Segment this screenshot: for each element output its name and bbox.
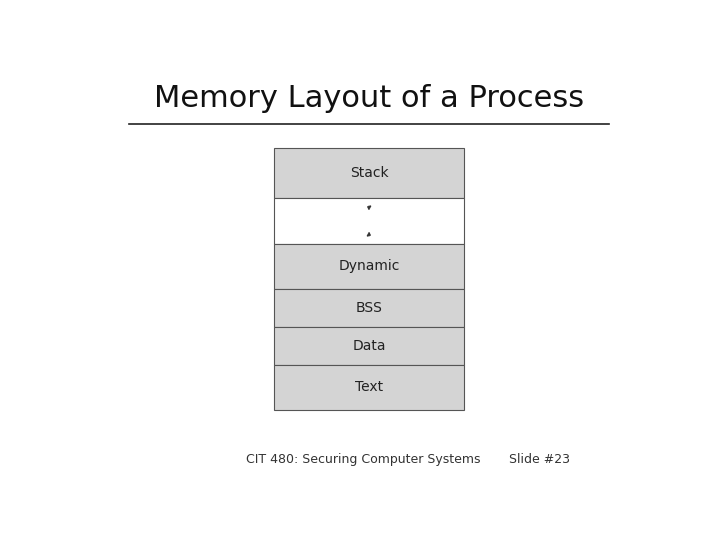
Bar bbox=[274, 198, 464, 244]
Text: Slide #23: Slide #23 bbox=[509, 453, 570, 467]
Bar bbox=[274, 148, 464, 198]
Bar bbox=[274, 364, 464, 410]
Bar bbox=[274, 244, 464, 289]
Bar bbox=[274, 289, 464, 327]
Text: Data: Data bbox=[352, 339, 386, 353]
Text: Memory Layout of a Process: Memory Layout of a Process bbox=[154, 84, 584, 112]
Text: Stack: Stack bbox=[350, 166, 388, 180]
Text: CIT 480: Securing Computer Systems: CIT 480: Securing Computer Systems bbox=[246, 453, 481, 467]
Text: Text: Text bbox=[355, 380, 383, 394]
Bar bbox=[274, 327, 464, 364]
Text: Dynamic: Dynamic bbox=[338, 259, 400, 273]
Text: BSS: BSS bbox=[356, 301, 382, 315]
